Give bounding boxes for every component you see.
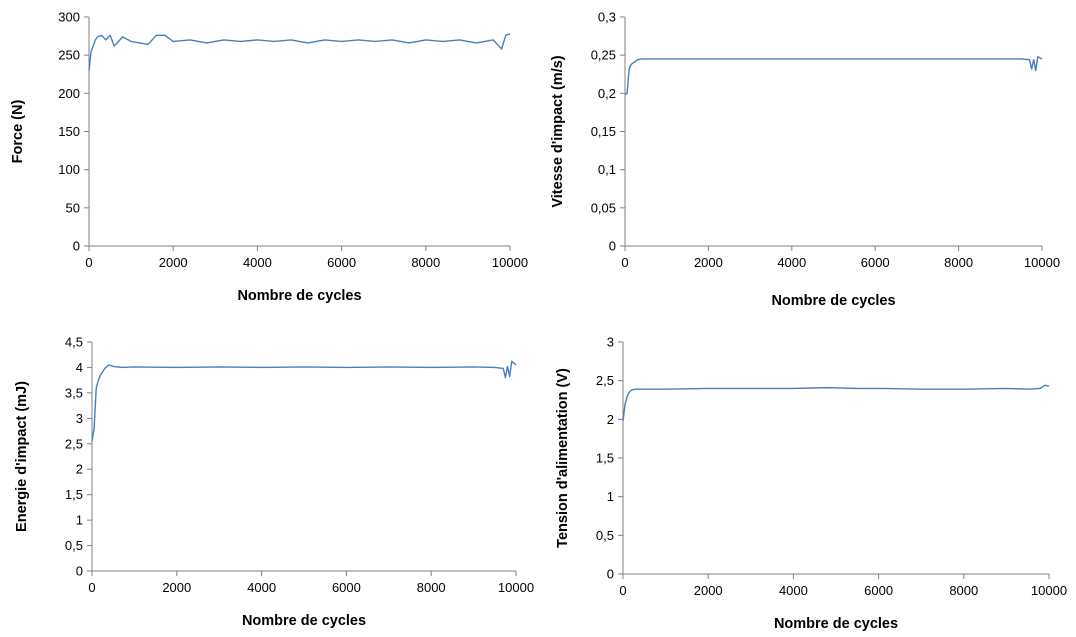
- x-tick-label: 8000: [417, 580, 446, 595]
- y-tick-label: 3: [76, 411, 83, 426]
- x-axis-title: Nombre de cycles: [242, 613, 366, 629]
- x-tick-label: 4000: [243, 255, 272, 270]
- chart-3: 0 0,5 1 1,5 2 2,5 3 3,5 4 4,5 0 2000 4000 6000 8000 100…: [14, 335, 534, 630]
- x-tick-label: 0: [621, 255, 628, 270]
- y-tick-label: 50: [66, 200, 80, 215]
- y-axis-title: Vitesse d'impact (m/s): [550, 55, 566, 207]
- x-axis-title: Nombre de cycles: [771, 293, 895, 309]
- x-tick-label: 10000: [1024, 255, 1060, 270]
- x-tick-label: 6000: [327, 255, 356, 270]
- chart-2: 0 0,05 0,1 0,15 0,2 0,25 0,3 0 2000 4000 6000 8000 1…: [550, 10, 1060, 310]
- y-tick-label: 0,1: [598, 162, 616, 177]
- y-tick-label: 200: [58, 86, 80, 101]
- series-line: [624, 55, 1043, 96]
- y-tick-label: 3,5: [65, 385, 83, 400]
- y-tick-label: 0,5: [65, 538, 83, 553]
- y-tick-label: 2,5: [65, 436, 83, 451]
- x-axis-title: Nombre de cycles: [237, 288, 361, 304]
- series-line: [88, 33, 511, 71]
- y-tick-label: 250: [58, 48, 80, 63]
- y-tick-label: 4: [76, 360, 83, 375]
- y-tick-label: 150: [58, 124, 80, 139]
- x-tick-label: 10000: [1031, 583, 1067, 598]
- series-line: [91, 360, 517, 442]
- y-tick-label: 0,5: [596, 528, 614, 543]
- y-tick-label: 2: [76, 462, 83, 477]
- y-tick-label: 300: [58, 10, 80, 25]
- x-tick-label: 0: [85, 255, 92, 270]
- y-tick-label: 2,5: [596, 373, 614, 388]
- series-line: [622, 384, 1050, 421]
- x-tick-label: 8000: [411, 255, 440, 270]
- y-tick-label: 100: [58, 162, 80, 177]
- x-tick-label: 10000: [498, 580, 534, 595]
- y-tick-label: 0: [609, 239, 616, 254]
- chart-1: 0 50 100 150 200 250 300 0 2000 4000 6000 8000 10000…: [10, 10, 528, 305]
- x-tick-label: 10000: [492, 255, 528, 270]
- chart-4: 0 0,5 1 1,5 2 2,5 3 0 2000 4000 6000 8000 10000 Nombr…: [555, 335, 1067, 633]
- x-tick-label: 2000: [159, 255, 188, 270]
- y-tick-label: 1,5: [65, 487, 83, 502]
- y-tick-label: 0,2: [598, 86, 616, 101]
- x-tick-label: 8000: [944, 255, 973, 270]
- y-tick-label: 4,5: [65, 335, 83, 350]
- x-tick-label: 4000: [247, 580, 276, 595]
- x-tick-label: 6000: [332, 580, 361, 595]
- x-tick-label: 2000: [162, 580, 191, 595]
- y-tick-label: 0,3: [598, 10, 616, 25]
- y-axis-title: Tension d'alimentation (V): [555, 368, 571, 548]
- x-tick-label: 0: [619, 583, 626, 598]
- x-tick-label: 6000: [861, 255, 890, 270]
- y-tick-label: 0,25: [591, 48, 616, 63]
- x-tick-label: 4000: [779, 583, 808, 598]
- y-tick-label: 0,15: [591, 124, 616, 139]
- x-axis-title: Nombre de cycles: [774, 616, 898, 632]
- x-tick-label: 0: [88, 580, 95, 595]
- y-tick-label: 3: [607, 335, 614, 350]
- y-tick-label: 0,05: [591, 200, 616, 215]
- x-tick-label: 6000: [864, 583, 893, 598]
- x-tick-label: 2000: [694, 255, 723, 270]
- x-tick-label: 2000: [694, 583, 723, 598]
- y-tick-label: 1: [76, 513, 83, 528]
- y-axis-title: Energie d'impact (mJ): [14, 381, 30, 532]
- x-tick-label: 8000: [949, 583, 978, 598]
- y-tick-label: 0: [73, 239, 80, 254]
- y-tick-label: 1,5: [596, 451, 614, 466]
- y-tick-label: 1: [607, 489, 614, 504]
- y-tick-label: 2: [607, 412, 614, 427]
- y-tick-label: 0: [76, 564, 83, 579]
- y-tick-label: 0: [607, 567, 614, 582]
- x-tick-label: 4000: [777, 255, 806, 270]
- y-axis-title: Force (N): [10, 100, 26, 164]
